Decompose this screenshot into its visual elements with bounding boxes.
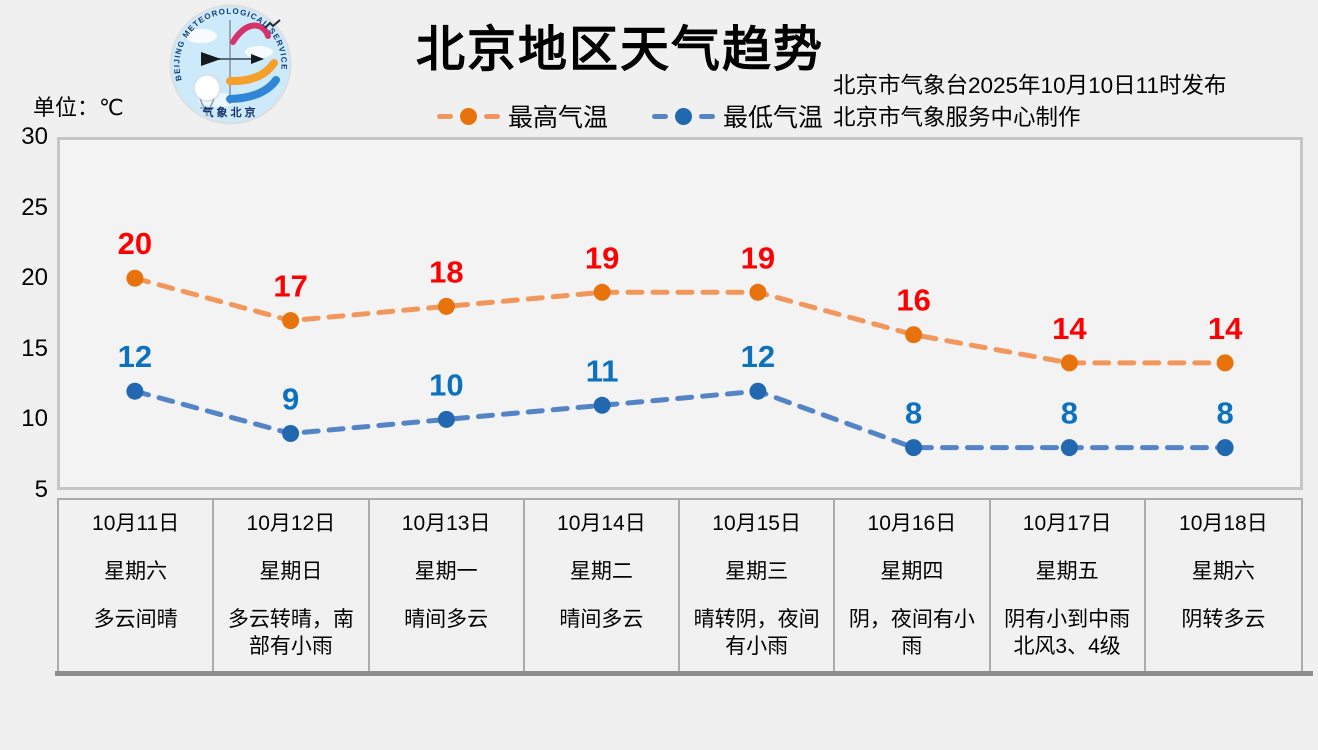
- series-0-point-2: [437, 297, 455, 315]
- day-column-6: 10月17日 星期五阴有小到中雨北风3、4级: [991, 500, 1146, 673]
- legend-label-1: 最低气温: [723, 104, 824, 132]
- date-label: 10月11日: [92, 512, 180, 535]
- y-tick-10: 10: [21, 405, 48, 433]
- logo-orange-swoosh: [226, 59, 278, 86]
- series-1-point-0: [126, 382, 144, 400]
- weekday-label: 星期六: [1191, 560, 1255, 583]
- logo-blue-swoosh: [226, 76, 280, 103]
- date-label: 10月18日: [1179, 512, 1268, 535]
- series-1-label-2: 10: [429, 367, 463, 402]
- date-label: 10月13日: [401, 512, 491, 535]
- series-0-label-5: 16: [896, 283, 930, 318]
- day-column-5: 10月16日 星期四阴，夜间有小雨: [835, 500, 991, 673]
- issued-line2: 北京市气象服务中心制作: [833, 104, 1081, 130]
- weather-label: 晴转阴，夜间有小雨: [693, 608, 820, 658]
- y-tick-20: 20: [21, 264, 48, 292]
- weather-label: 阴有小到中雨北风3、4级: [1004, 608, 1131, 658]
- y-tick-15: 15: [21, 334, 48, 362]
- date-label: 10月15日: [712, 512, 801, 535]
- bottom-rule: [55, 671, 1313, 676]
- y-tick-25: 25: [21, 193, 48, 221]
- weather-label: 多云间晴: [93, 608, 178, 631]
- chart-legend: 最高气温 最低气温: [437, 102, 823, 132]
- series-1-label-4: 12: [741, 339, 775, 374]
- page-title: 北京地区天气趋势: [415, 23, 824, 77]
- logo-bottom-text: 气象北京: [202, 105, 259, 119]
- series-0-label-1: 17: [273, 269, 307, 304]
- series-0-label-0: 20: [118, 226, 152, 261]
- series-1-label-0: 12: [118, 339, 152, 374]
- series-1-point-7: [1216, 439, 1234, 457]
- series-1-line: [132, 388, 1228, 451]
- day-column-0: 10月11日 星期六多云间晴: [59, 500, 215, 673]
- unit-label: 单位：℃: [33, 95, 124, 120]
- temperature-chart: 20 17 18 19 19 16 14 14 12 9 10 11 12 8 8 8: [118, 226, 1243, 457]
- series-1-point-5: [905, 439, 923, 457]
- series-1-point-1: [282, 425, 300, 442]
- series-0-label-3: 19: [585, 240, 619, 275]
- weekday-label: 星期二: [569, 560, 633, 583]
- series-0-point-0: [126, 269, 144, 287]
- series-1-label-7: 8: [1216, 396, 1233, 431]
- issued-info: 北京市气象台2025年10月10日11时发布 北京市气象服务中心制作: [833, 70, 1226, 133]
- logo-magenta-swoosh: [230, 22, 271, 45]
- series-0-point-1: [282, 312, 300, 330]
- legend-swatch-1: [652, 107, 716, 125]
- weather-label: 晴间多云: [404, 608, 489, 631]
- day-table: 10月11日 星期六 多云间晴 10月12日 星期日 多云转晴，南部有小雨 10月13日 星期…: [57, 498, 1303, 673]
- weekday-label: 星期六: [104, 560, 168, 583]
- series-1-label-1: 9: [282, 382, 299, 417]
- series-0-point-7: [1216, 354, 1234, 372]
- series-1-point-3: [593, 396, 611, 414]
- series-0-point-5: [905, 326, 923, 344]
- weekday-label: 星期一: [414, 560, 478, 583]
- weekday-label: 星期日: [259, 560, 323, 583]
- day-column-1: 10月12日 星期日多云转晴，南部有小雨: [214, 500, 370, 673]
- weather-label: 晴间多云: [559, 608, 644, 631]
- series-0-label-7: 14: [1208, 311, 1243, 346]
- series-1-label-5: 8: [905, 396, 922, 431]
- issued-line1: 北京市气象台2025年10月10日11时发布: [833, 73, 1227, 98]
- day-column-3: 10月14日 星期二晴间多云: [525, 500, 680, 673]
- series-0-label-4: 19: [741, 240, 775, 275]
- weekday-label: 星期四: [880, 560, 944, 583]
- date-label: 10月17日: [1022, 512, 1112, 535]
- series-0-point-6: [1060, 354, 1078, 372]
- weekday-label: 星期五: [1035, 560, 1099, 583]
- logo-bird: [264, 19, 281, 29]
- series-1-point-2: [437, 410, 455, 428]
- beijing-meteorological-service-logo: BEIJING METEOROLOGICAL SERVICE 气象北京: [169, 4, 292, 125]
- series-1-point-6: [1060, 439, 1078, 457]
- weather-label: 多云转晴，南部有小雨: [227, 608, 354, 658]
- logo-radar-tower: [199, 98, 215, 117]
- day-column-7: 10月18日 星期六阴转多云: [1146, 500, 1301, 673]
- logo-radar-dome: [193, 74, 221, 102]
- date-label: 10月12日: [246, 512, 336, 535]
- series-0-line: [132, 275, 1228, 366]
- series-0-label-2: 18: [429, 254, 463, 289]
- legend-swatch-0: [437, 107, 500, 125]
- y-tick-30: 30: [21, 123, 48, 150]
- series-0-point-4: [749, 283, 767, 301]
- series-0-label-6: 14: [1052, 311, 1087, 346]
- weekday-label: 星期三: [725, 560, 789, 583]
- weather-label: 阴，夜间有小雨: [848, 608, 975, 658]
- date-label: 10月16日: [867, 512, 957, 535]
- series-1-label-3: 11: [586, 353, 619, 388]
- legend-label-0: 最高气温: [508, 104, 609, 132]
- day-column-4: 10月15日 星期三晴转阴，夜间有小雨: [680, 500, 836, 673]
- legend-item-0: 最高气温: [437, 98, 608, 134]
- day-column-2: 10月13日 星期一晴间多云: [370, 500, 525, 673]
- weather-label: 阴转多云: [1181, 608, 1266, 631]
- date-label: 10月14日: [557, 512, 646, 535]
- series-0-point-3: [593, 283, 611, 301]
- series-1-point-4: [749, 382, 767, 400]
- y-tick-5: 5: [34, 476, 48, 503]
- series-1-label-6: 8: [1061, 396, 1078, 431]
- legend-item-1: 最低气温: [652, 98, 823, 134]
